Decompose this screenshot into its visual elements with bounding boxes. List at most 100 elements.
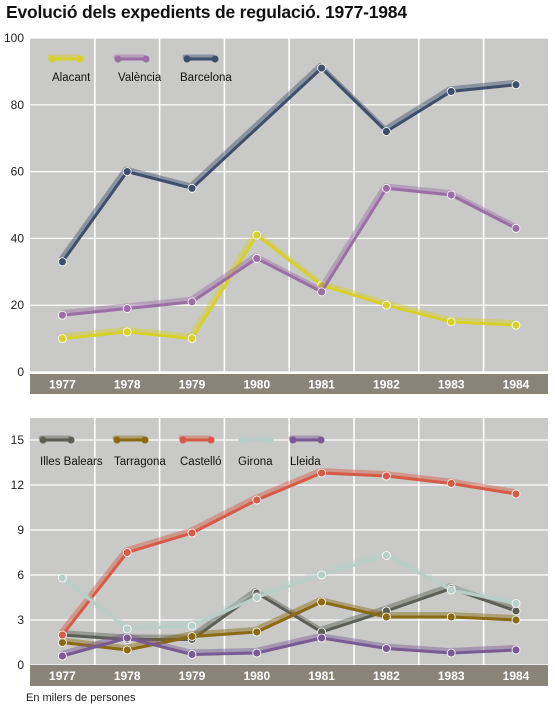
data-point [122,624,132,634]
data-point [187,650,197,659]
legend-marker [211,55,219,63]
series-line-shadow [58,468,515,635]
data-point [381,183,391,193]
legend-item-tarragona: Tarragona [112,435,166,468]
legend-label: València [118,72,162,84]
data-point [58,638,67,647]
series-line [62,600,517,652]
legend-marker [207,436,215,444]
data-point [317,633,327,643]
series-line [61,636,517,658]
data-point [58,573,67,583]
legend-marker [67,436,75,444]
data-point [317,468,327,478]
data-point [446,317,456,327]
legend-marker [39,436,47,444]
data-point [381,644,391,653]
legend-marker [179,436,187,444]
y-tick-label: 60 [11,165,25,179]
series-lleida [58,633,521,661]
data-point [381,612,391,622]
legend-item-alacant: Alacant [47,54,91,84]
x-tick-label: 1980 [243,378,270,392]
legend-marker [317,436,325,444]
data-point [317,597,327,607]
data-point [511,615,521,625]
data-point [381,471,391,481]
legend-label: Alacant [52,72,91,84]
legend-marker [238,436,246,444]
data-point [58,257,67,267]
data-point [381,551,391,560]
x-tick-label: 1980 [243,669,270,683]
data-point [58,310,67,320]
series-girona [58,550,521,634]
data-point [511,489,521,499]
legend-label: Girona [238,456,273,468]
data-point [252,230,262,240]
legend-marker [289,436,297,444]
data-point [122,645,132,655]
x-tick-label: 1979 [179,378,206,392]
data-point [122,167,132,177]
data-point [446,585,456,595]
data-point [252,495,262,505]
y-tick-label: 0 [17,365,24,379]
x-axis-band [30,665,548,686]
legend-label: Tarragona [114,456,166,468]
y-tick-label: 80 [11,98,25,112]
legend-marker [113,436,121,444]
x-tick-label: 1978 [114,669,141,683]
data-point [317,63,327,73]
x-axis-band [30,374,548,394]
series-alacant [58,230,521,344]
x-tick-label: 1983 [438,378,465,392]
legend-label: Barcelona [180,72,232,84]
legend-label: Illes Balears [40,456,103,468]
legend-marker [183,55,191,63]
series-castell- [58,468,521,640]
legend-item-girona: Girona [237,435,274,468]
y-tick-label: 6 [17,568,24,582]
data-point [122,633,132,643]
legend-marker [76,55,84,63]
series-line [62,186,517,317]
chart-title: Evolució dels expedients de regulació. 1… [6,2,407,22]
legend-item-castell-: Castelló [178,435,222,468]
data-point [187,183,197,193]
series-val-ncia [58,183,521,320]
series-line-shadow [59,550,516,629]
y-tick-label: 9 [17,523,24,537]
data-point [252,627,262,637]
data-point [187,632,197,641]
data-point [122,304,132,313]
legend-item-barcelona: Barcelona [180,54,232,84]
x-tick-label: 1984 [503,378,530,392]
series-line-shadow [60,597,515,650]
series-line [62,233,517,341]
x-tick-label: 1977 [49,378,76,392]
units-note: En milers de persones [26,692,136,704]
series-line-shadow [60,183,516,316]
x-tick-label: 1977 [49,669,76,683]
data-point [446,648,456,658]
x-tick-label: 1979 [179,669,206,683]
data-point [58,334,67,344]
data-point [511,223,521,233]
legend-item-lleida: Lleida [288,435,325,468]
data-point [381,300,391,310]
x-tick-label: 1984 [503,669,530,683]
x-tick-label: 1981 [308,669,335,683]
y-tick-label: 100 [4,31,24,45]
legend-label: Castelló [180,456,222,468]
data-point [381,127,391,136]
series-line-shadow [60,633,515,656]
series-tarragona [58,597,521,655]
data-point [187,621,197,631]
x-tick-label: 1982 [373,378,400,392]
y-tick-label: 40 [11,231,25,245]
chart-panel-2: 0 3 6 9 12 15 1977 1978 1979 1980 1981 1982 1983 1984… [11,418,548,686]
data-point [252,254,262,263]
data-point [511,645,521,655]
